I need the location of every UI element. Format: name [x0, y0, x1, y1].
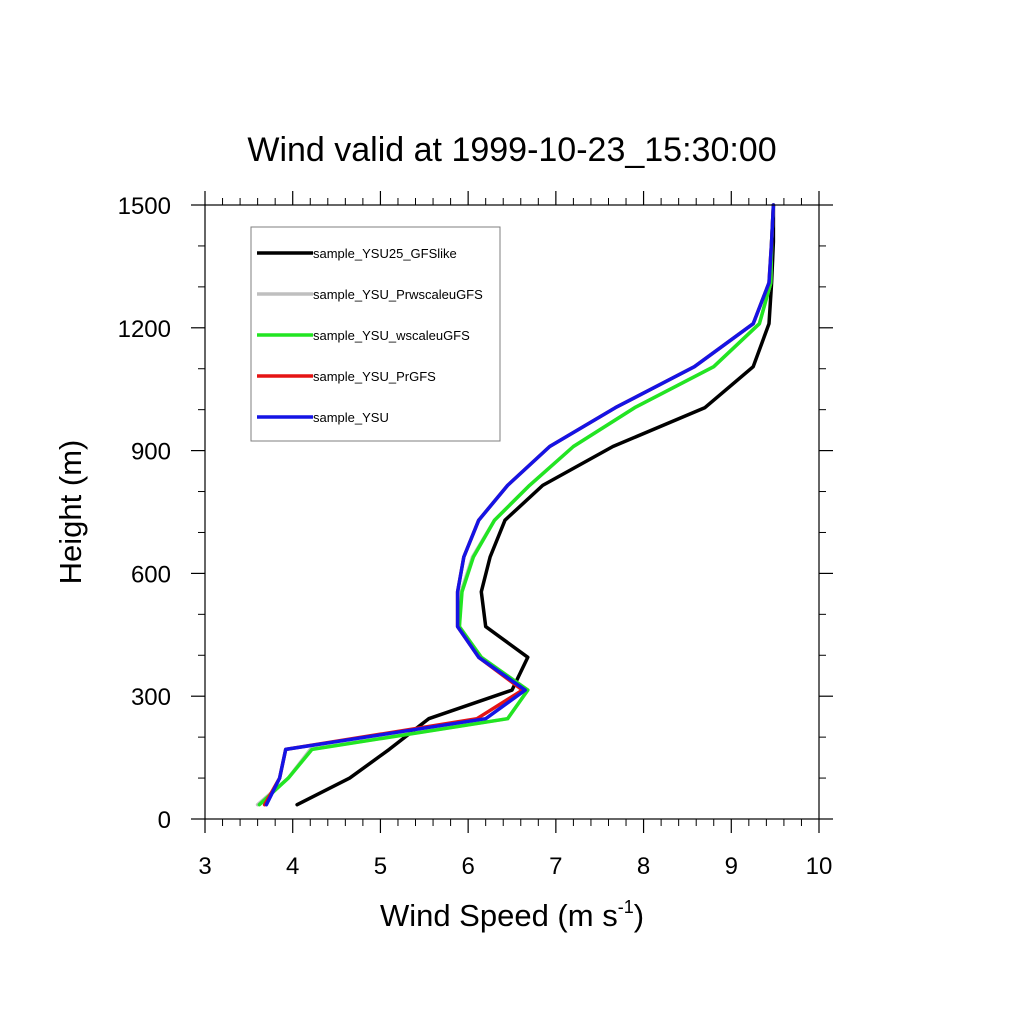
legend-label-1: sample_YSU25_GFSlike	[313, 246, 457, 261]
legend-label-5: sample_YSU	[313, 410, 389, 425]
x-tick-label: 10	[806, 853, 833, 880]
x-tick-label: 7	[549, 853, 562, 880]
chart-title: Wind valid at 1999-10-23_15:30:00	[247, 131, 776, 169]
x-tick-label: 8	[637, 853, 650, 880]
y-tick-label: 1500	[118, 193, 171, 220]
x-axis-label-sup: -1	[618, 897, 634, 917]
series-layer	[255, 203, 776, 807]
series-line-5	[264, 203, 776, 807]
y-tick-label: 0	[158, 807, 171, 834]
x-tick-label: 9	[725, 853, 738, 880]
legend: sample_YSU25_GFSlike sample_YSU_Prwscaleu…	[250, 226, 501, 442]
series-line-1	[295, 203, 776, 807]
plot-frame	[204, 204, 820, 820]
series-line-3	[257, 203, 776, 807]
x-tick-label: 6	[461, 853, 474, 880]
y-tick-label: 900	[131, 439, 171, 466]
y-tick-label: 600	[131, 561, 171, 588]
y-tick-label: 1200	[118, 316, 171, 343]
x-axis-label-close: )	[634, 898, 644, 933]
y-axis-label: Height (m)	[53, 440, 88, 585]
axes-layer: 3 4 5 6 7 8 9 10 0 300 600 900 1200 1500	[118, 191, 833, 880]
x-tick-label: 3	[198, 853, 211, 880]
x-tick-label: 4	[286, 853, 299, 880]
x-axis-label-main: Wind Speed (m s	[380, 898, 618, 933]
x-tick-label: 5	[374, 853, 387, 880]
y-tick-label: 300	[131, 684, 171, 711]
x-axis-label: Wind Speed (m s-1)	[380, 897, 644, 933]
legend-label-2: sample_YSU_PrwscaleuGFS	[313, 287, 483, 302]
legend-label-4: sample_YSU_PrGFS	[313, 369, 436, 384]
legend-label-3: sample_YSU_wscaleuGFS	[313, 328, 470, 343]
